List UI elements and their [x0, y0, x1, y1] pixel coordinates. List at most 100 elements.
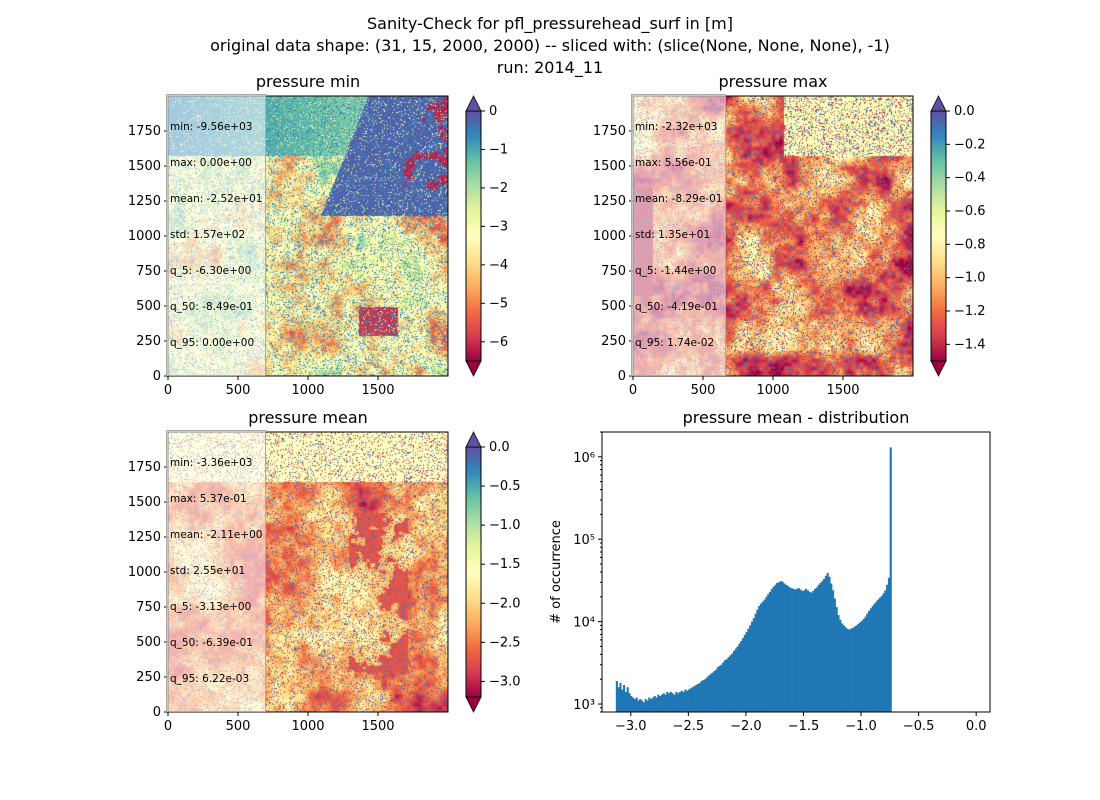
histogram-bar: [693, 686, 696, 712]
histogram-bar: [850, 628, 853, 712]
histogram-bar: [768, 591, 772, 712]
figure-title-line3: run: 2014_11: [496, 58, 604, 77]
histogram-bar: [777, 582, 781, 712]
figure-title-line1: Sanity-Check for pfl_pressurehead_surf i…: [367, 14, 733, 33]
colorbar: [930, 110, 947, 362]
colorbar-extend-top: [930, 95, 947, 112]
histogram-bar: [805, 588, 808, 712]
y-tick-label: 1500: [593, 159, 626, 174]
y-tick-label: 10⁴: [573, 616, 595, 631]
histogram-bar: [848, 629, 851, 712]
histogram-bar: [841, 623, 844, 712]
stat-line: q_95: 0.00e+00: [170, 337, 255, 349]
x-tick-label: 0: [164, 719, 172, 734]
stat-line: min: -2.32e+03: [635, 121, 718, 133]
histogram-bar: [882, 593, 885, 712]
panel-title-mean: pressure mean: [248, 408, 368, 427]
histogram-bar: [871, 605, 874, 712]
histogram-bar: [759, 603, 763, 712]
histogram-bar: [786, 586, 790, 712]
histogram-bar: [846, 628, 849, 712]
histogram-bar: [839, 619, 842, 712]
histogram-bar: [707, 675, 710, 712]
stat-line: std: 1.57e+02: [170, 229, 246, 241]
colorbar-tick-label: −0.8: [954, 237, 986, 252]
histogram-bar: [877, 599, 880, 712]
histogram-bar: [887, 577, 890, 712]
histogram-bar: [639, 699, 642, 712]
histogram-bar: [844, 627, 847, 712]
histogram-bar: [797, 588, 800, 712]
histogram-bar: [824, 575, 827, 712]
histogram-bar: [821, 581, 824, 712]
histogram-bar: [711, 672, 714, 712]
x-tick-label: 500: [226, 383, 251, 398]
histogram-bar: [783, 583, 786, 712]
y-tick-label: 1750: [128, 460, 161, 475]
histogram-bar: [684, 689, 687, 712]
histogram-bar: [810, 592, 813, 712]
histogram-bar: [626, 687, 629, 712]
y-tick-label: 750: [136, 600, 161, 615]
x-tick-label: 1500: [361, 719, 394, 734]
histogram-bar: [857, 623, 860, 712]
histogram-bar: [884, 590, 887, 712]
colorbar-extend-top: [465, 95, 482, 112]
histogram-bar: [720, 664, 723, 712]
stat-line: q_95: 1.74e-02: [635, 337, 715, 349]
y-tick-label: 10⁵: [573, 533, 595, 548]
histogram-bar: [713, 671, 716, 712]
histogram-bar: [659, 696, 662, 712]
histogram-bar: [761, 601, 764, 712]
histogram-bar: [758, 605, 761, 712]
panel-title-max: pressure max: [718, 72, 828, 91]
histogram-bar: [731, 653, 734, 712]
x-tick-label: −2.5: [673, 719, 705, 734]
stat-line: min: -9.56e+03: [170, 121, 253, 133]
histogram-bar: [869, 608, 872, 712]
histogram-bar: [851, 627, 854, 712]
histogram-bar: [743, 634, 746, 712]
x-tick-label: −2.0: [730, 719, 762, 734]
x-tick-label: 1000: [291, 719, 324, 734]
histogram-bar: [776, 582, 779, 712]
x-tick-label: −1.5: [788, 719, 820, 734]
histogram-bar: [853, 626, 856, 712]
stat-line: mean: -8.29e-01: [635, 193, 723, 205]
y-tick-label: 250: [601, 334, 626, 349]
histogram-bar: [646, 700, 649, 712]
histogram-bar: [686, 690, 689, 712]
histogram-bar: [808, 591, 811, 712]
y-tick-label: 500: [601, 299, 626, 314]
histogram-bar: [866, 613, 869, 712]
histogram-bar: [725, 659, 728, 712]
y-tick-label: 0: [618, 369, 626, 384]
histogram-bar: [886, 584, 889, 712]
histogram-bar: [799, 589, 802, 712]
x-tick-label: 0: [629, 383, 637, 398]
colorbar-tick-label: −2.5: [489, 635, 521, 650]
histogram-bar: [860, 620, 863, 712]
histogram-bar: [889, 447, 892, 712]
y-tick-label: 750: [601, 264, 626, 279]
histogram-bar: [657, 694, 660, 712]
y-tick-label: 1000: [128, 229, 161, 244]
x-tick-label: −0.5: [903, 719, 935, 734]
stat-line: q_95: 6.22e-03: [170, 673, 250, 685]
histogram-bar: [814, 588, 817, 712]
histogram-bar: [705, 677, 709, 712]
stat-line: min: -3.36e+03: [170, 457, 253, 469]
colorbar-tick-label: −1.0: [954, 271, 986, 286]
histogram-bar: [619, 682, 622, 712]
histogram-bar: [763, 599, 766, 712]
y-tick-label: 10⁶: [573, 451, 595, 466]
histogram-bar: [630, 696, 633, 712]
histogram-bar: [752, 618, 755, 712]
histogram-bar: [628, 693, 631, 712]
y-tick-label: 10³: [573, 698, 595, 713]
histogram-bar: [738, 643, 741, 712]
histogram-bar: [754, 613, 757, 712]
stat-line: q_50: -6.39e-01: [170, 637, 253, 649]
stat-line: q_5: -6.30e+00: [170, 265, 252, 277]
